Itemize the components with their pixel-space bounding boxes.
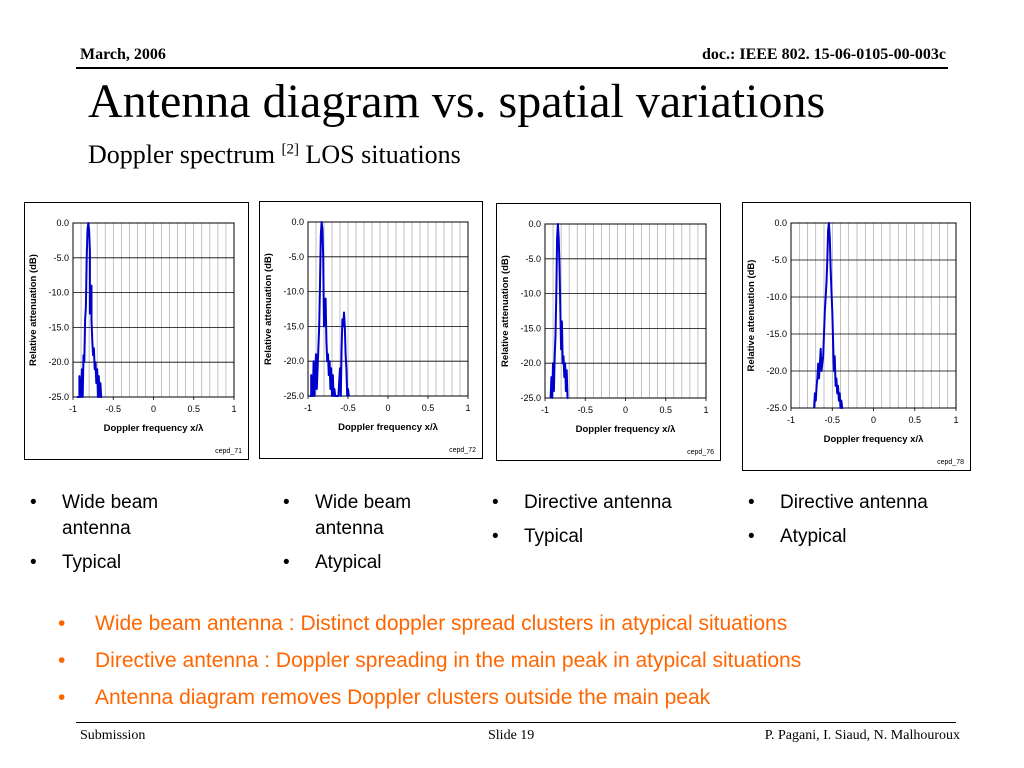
slide-title: Antenna diagram vs. spatial variations: [88, 75, 826, 128]
chart-id-label: cepd_78: [937, 459, 964, 466]
y-axis-label: Relative attenuation (dB): [746, 260, 757, 372]
x-tick-label: 1: [231, 404, 236, 414]
doppler-chart-1: 0.0 -5.0 -10.0 -15.0 -20.0 -25.0-1 -0.5 0 0.5 1 Do…: [28, 218, 242, 455]
note-item: Wide beam antenna : Distinct doppler spr…: [58, 610, 801, 638]
chart-id-label: cepd_76: [687, 449, 714, 456]
footer-slide-number: Slide 19: [488, 728, 535, 743]
y-tick-label: -10.0: [520, 289, 541, 299]
footer-rule: [76, 722, 956, 723]
x-tick-label: 0: [871, 415, 876, 425]
y-tick-label: -10.0: [283, 287, 304, 297]
y-tick-label: -10.0: [766, 292, 787, 302]
x-tick-label: 0: [151, 404, 156, 414]
chart-id-label: cepd_71: [215, 448, 242, 455]
y-axis-label: Relative attenuation (dB): [500, 255, 511, 367]
slide-subtitle: Doppler spectrum [2] LOS situations: [88, 140, 461, 170]
header-doc-id: doc.: IEEE 802. 15-06-0105-00-003c: [702, 46, 946, 63]
footer-submission: Submission: [80, 728, 146, 743]
x-tick-label: -0.5: [824, 415, 840, 425]
doppler-spectrum-line: [77, 222, 103, 398]
doppler-spectrum-line: [813, 222, 844, 409]
header-rule: [76, 67, 948, 69]
x-tick-label: 0.5: [187, 404, 200, 414]
caption-list-1: Wide beam antenna Typical: [24, 490, 214, 584]
x-tick-label: -1: [304, 403, 312, 413]
y-tick-label: 0.0: [56, 218, 69, 228]
doppler-chart-3: 0.0 -5.0 -10.0 -15.0 -20.0 -25.0-1 -0.5 0 0.5 1 Do…: [500, 219, 714, 456]
caption-item: Directive antenna: [742, 490, 982, 516]
y-axis-label: Relative attenuation (dB): [28, 254, 39, 366]
y-tick-label: -5.0: [53, 253, 69, 263]
caption-item: Wide beam antenna: [277, 490, 467, 542]
x-tick-label: -0.5: [577, 405, 593, 415]
chart-panel-1: 0.0 -5.0 -10.0 -15.0 -20.0 -25.0 -1 -0.5 0 0.5 1 Do…: [24, 202, 249, 460]
caption-list-3: Directive antenna Typical: [486, 490, 726, 558]
x-tick-label: 0.5: [908, 415, 921, 425]
x-tick-label: 0: [623, 405, 628, 415]
y-tick-label: 0.0: [291, 217, 304, 227]
caption-item: Atypical: [277, 550, 467, 576]
doppler-chart-4: 0.0 -5.0 -10.0 -15.0 -20.0 -25.0-1 -0.5 0 0.5 1 Do…: [746, 218, 964, 466]
caption-item: Wide beam antenna: [24, 490, 214, 542]
y-axis-label: Relative attenuation (dB): [263, 253, 274, 365]
x-tick-label: 1: [465, 403, 470, 413]
y-tick-label: 0.0: [774, 218, 787, 228]
x-axis-label: Doppler frequency x/λ: [104, 423, 204, 434]
doppler-chart-2: 0.0 -5.0 -10.0 -15.0 -20.0 -25.0-1 -0.5 0 0.5 1 Do…: [263, 217, 476, 454]
y-tick-label: 0.0: [528, 219, 541, 229]
doppler-spectrum-line: [309, 221, 350, 397]
y-tick-label: -20.0: [766, 366, 787, 376]
header-date: March, 2006: [80, 46, 166, 63]
subtitle-suffix: LOS situations: [305, 140, 461, 169]
x-tick-label: -0.5: [105, 404, 121, 414]
x-axis-label: Doppler frequency x/λ: [824, 434, 924, 445]
note-item: Antenna diagram removes Doppler clusters…: [58, 684, 801, 712]
caption-item: Typical: [486, 524, 726, 550]
y-tick-label: -15.0: [520, 323, 541, 333]
x-axis-label: Doppler frequency x/λ: [576, 424, 676, 435]
x-tick-label: 1: [703, 405, 708, 415]
x-tick-label: -1: [787, 415, 795, 425]
y-tick-label: -20.0: [283, 356, 304, 366]
y-tick-label: -20.0: [48, 357, 69, 367]
chart-id-label: cepd_72: [449, 447, 476, 454]
y-tick-label: -5.0: [771, 255, 787, 265]
y-tick-label: -25.0: [766, 403, 787, 413]
y-tick-label: -25.0: [520, 393, 541, 403]
caption-item: Typical: [24, 550, 214, 576]
subtitle-text: Doppler spectrum: [88, 140, 276, 169]
x-tick-label: -0.5: [340, 403, 356, 413]
chart-panel-4: 0.0 -5.0 -10.0 -15.0 -20.0 -25.0 -1 -0.5 0 0.5 1 Do…: [742, 202, 971, 471]
y-tick-label: -15.0: [766, 329, 787, 339]
x-tick-label: 0.5: [422, 403, 435, 413]
y-tick-label: -20.0: [520, 358, 541, 368]
subtitle-reference: [2]: [281, 141, 300, 158]
footer-authors: P. Pagani, I. Siaud, N. Malhouroux: [764, 728, 960, 743]
caption-item: Atypical: [742, 524, 982, 550]
y-tick-label: -5.0: [525, 254, 541, 264]
x-tick-label: 1: [953, 415, 958, 425]
x-tick-label: 0: [385, 403, 390, 413]
y-tick-label: -25.0: [48, 392, 69, 402]
caption-list-4: Directive antenna Atypical: [742, 490, 982, 558]
x-tick-label: -1: [541, 405, 549, 415]
doppler-spectrum-line: [549, 223, 569, 399]
notes-list: Wide beam antenna : Distinct doppler spr…: [58, 610, 801, 721]
y-tick-label: -10.0: [48, 288, 69, 298]
note-item: Directive antenna : Doppler spreading in…: [58, 647, 801, 675]
chart-panel-2: 0.0 -5.0 -10.0 -15.0 -20.0 -25.0 -1 -0.5 0 0.5 1 Do…: [259, 201, 483, 459]
y-tick-label: -15.0: [283, 321, 304, 331]
y-tick-label: -15.0: [48, 322, 69, 332]
x-axis-label: Doppler frequency x/λ: [338, 422, 438, 433]
y-tick-label: -25.0: [283, 391, 304, 401]
caption-item: Directive antenna: [486, 490, 726, 516]
x-tick-label: -1: [69, 404, 77, 414]
y-tick-label: -5.0: [288, 252, 304, 262]
chart-panel-3: 0.0 -5.0 -10.0 -15.0 -20.0 -25.0 -1 -0.5 0 0.5 1 Do…: [496, 203, 721, 461]
x-tick-label: 0.5: [659, 405, 672, 415]
caption-list-2: Wide beam antenna Atypical: [277, 490, 467, 584]
